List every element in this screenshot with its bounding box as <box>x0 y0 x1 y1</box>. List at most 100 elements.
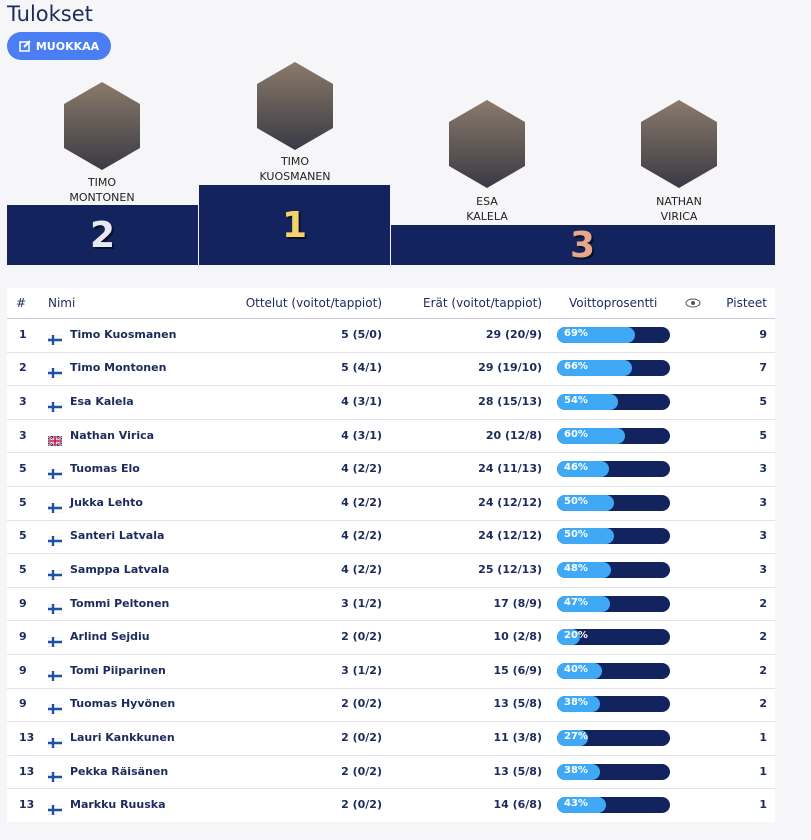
win-pct-fill <box>557 730 588 746</box>
matches: 2 (0/2) <box>341 764 382 778</box>
flag <box>47 565 63 581</box>
player-name: NATHAN VIRICA <box>599 194 759 224</box>
win-pct-fill <box>557 595 611 612</box>
win-pct-bar: 38% <box>557 763 670 780</box>
row-divider <box>7 721 775 723</box>
player-name-line: KALELA <box>466 210 508 223</box>
player-name: Tuomas Elo <box>70 462 140 476</box>
matches: 3 (1/2) <box>341 663 382 677</box>
win-pct-fill <box>557 629 580 646</box>
player-name: Tommi Peltonen <box>70 596 170 610</box>
win-pct-label: 47% <box>564 596 588 608</box>
matches: 4 (3/1) <box>341 428 382 442</box>
edit-button[interactable]: MUOKKAA <box>7 32 111 60</box>
matches: 4 (3/1) <box>341 395 382 408</box>
rank: 13 <box>19 798 35 812</box>
rank: 9 <box>19 596 27 610</box>
flag <box>47 464 63 480</box>
sets: 24 (12/12) <box>478 495 542 509</box>
flag <box>47 397 63 413</box>
sets: 17 (8/9) <box>493 596 542 610</box>
column-header: Ottelut (voitot/tappiot) <box>245 296 382 310</box>
player-name: Pekka Räisänen <box>70 764 169 778</box>
player-photo <box>641 100 717 188</box>
win-pct-fill <box>557 562 612 578</box>
flag <box>47 632 63 648</box>
column-header: # <box>16 296 27 310</box>
matches: 4 (2/2) <box>341 529 382 543</box>
row-divider <box>7 586 775 588</box>
matches: 4 (2/2) <box>341 462 382 476</box>
win-pct-fill <box>557 763 600 780</box>
win-pct-bar: 54% <box>557 394 670 410</box>
rank: 9 <box>19 697 27 711</box>
matches: 2 (0/2) <box>341 697 382 711</box>
player-name: Santeri Latvala <box>70 529 165 543</box>
podium-block: 1 <box>199 185 390 265</box>
flag <box>47 699 63 715</box>
win-pct-fill <box>557 427 625 444</box>
edit-button-label: MUOKKAA <box>35 39 100 53</box>
win-pct-label: 48% <box>564 563 588 574</box>
player-photo <box>449 100 525 188</box>
sets: 11 (3/8) <box>493 731 542 744</box>
win-pct-fill <box>557 662 603 679</box>
matches: 2 (0/2) <box>341 630 382 644</box>
sets: 15 (6/9) <box>493 663 542 677</box>
player-photo <box>64 82 140 170</box>
sets: 28 (15/13) <box>478 395 542 408</box>
win-pct-fill <box>557 797 606 814</box>
edit-icon <box>19 40 31 52</box>
row-divider <box>7 351 775 353</box>
win-pct-label: 38% <box>564 764 588 776</box>
header-divider <box>7 318 775 319</box>
visibility-icon[interactable] <box>685 298 701 308</box>
win-pct-label: 27% <box>564 731 588 742</box>
flag <box>47 666 63 682</box>
win-pct-bar: 50% <box>557 494 670 511</box>
win-pct-bar: 43% <box>557 797 670 814</box>
player-name: Markku Ruuska <box>70 798 166 812</box>
win-pct-label: 54% <box>564 395 588 406</box>
win-pct-fill <box>557 461 609 478</box>
win-pct-bar: 47% <box>557 595 670 612</box>
flag <box>47 599 63 614</box>
player-name: TIMO MONTONEN <box>22 175 182 205</box>
win-pct-bar: 69% <box>557 326 670 343</box>
row-divider <box>7 486 775 487</box>
flag <box>47 431 63 447</box>
win-pct-fill <box>557 326 635 343</box>
win-pct-fill <box>557 528 614 545</box>
win-pct-bar: 46% <box>557 461 670 478</box>
points: 5 <box>759 428 767 442</box>
points: 1 <box>759 731 767 744</box>
win-pct-label: 60% <box>564 428 588 440</box>
rank: 3 <box>19 395 27 408</box>
points: 1 <box>759 798 767 812</box>
points: 7 <box>759 361 767 375</box>
rank: 5 <box>19 563 27 576</box>
points: 5 <box>759 395 767 408</box>
player-name: Tuomas Hyvönen <box>70 697 176 711</box>
sets: 13 (5/8) <box>493 764 542 778</box>
player-name: Jukka Lehto <box>70 495 143 509</box>
column-header: Pisteet <box>726 296 767 310</box>
row-divider <box>7 385 775 387</box>
points: 3 <box>759 563 767 576</box>
row-divider <box>7 620 775 622</box>
win-pct-label: 20% <box>564 630 588 642</box>
player-name: Samppa Latvala <box>70 563 170 576</box>
player-name-line: TIMO <box>87 176 117 189</box>
row-divider <box>7 687 775 689</box>
points: 3 <box>759 462 767 476</box>
flag <box>47 498 63 514</box>
rank: 13 <box>19 731 35 744</box>
rank: 2 <box>19 361 27 375</box>
rank: 5 <box>19 462 27 476</box>
row-divider <box>7 788 775 790</box>
win-pct-bar: 20% <box>557 629 670 646</box>
player-name: Timo Kuosmanen <box>70 327 177 341</box>
player-photo <box>257 62 333 150</box>
win-pct-bar: 60% <box>557 427 670 444</box>
